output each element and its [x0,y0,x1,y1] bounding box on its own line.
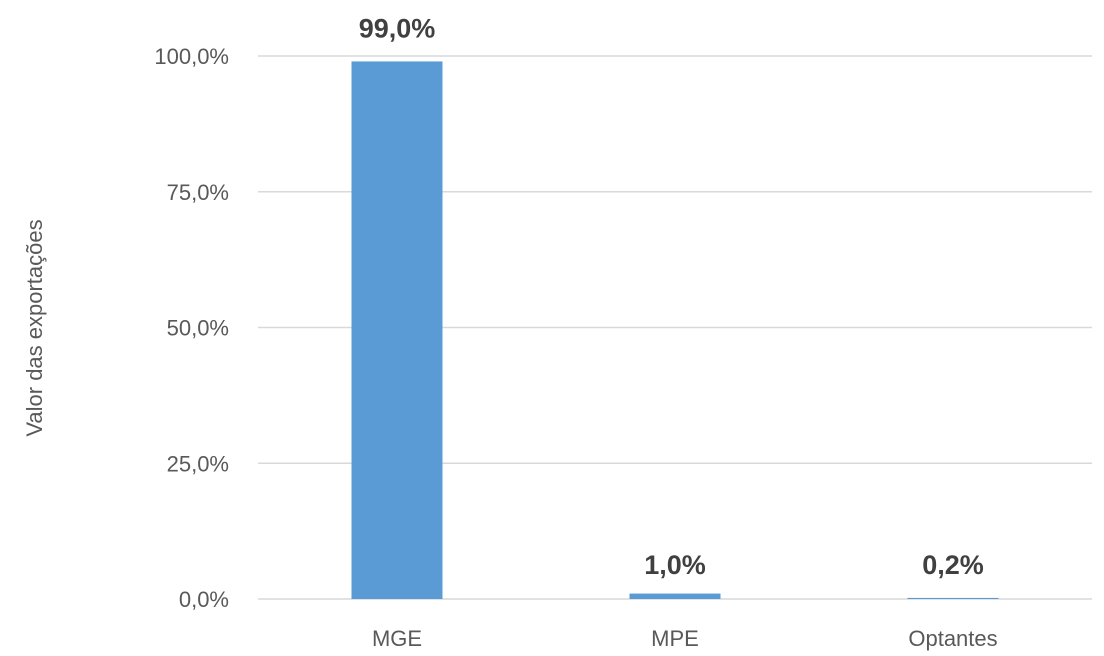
data-labels: 99,0% 1,0% 0,2% [359,13,984,580]
x-axis-categories: MGE MPE Optantes [372,626,998,651]
data-label: 0,2% [922,550,984,580]
y-tick-label: 25,0% [167,451,229,476]
x-category-label: MGE [372,626,422,651]
y-axis-ticks: 0,0% 25,0% 50,0% 75,0% 100,0% [154,44,229,612]
data-label: 99,0% [359,13,436,43]
x-category-label: MPE [651,626,699,651]
y-axis-label: Valor das exportações [22,219,47,436]
x-category-label: Optantes [908,626,997,651]
bars [351,61,999,600]
y-tick-label: 0,0% [179,587,229,612]
bar-optantes [907,597,999,599]
bar-mge [351,61,443,600]
y-tick-label: 50,0% [167,316,229,341]
data-label: 1,0% [644,550,706,580]
bar-mpe [629,593,721,599]
y-tick-label: 75,0% [167,180,229,205]
y-tick-label: 100,0% [154,44,229,69]
